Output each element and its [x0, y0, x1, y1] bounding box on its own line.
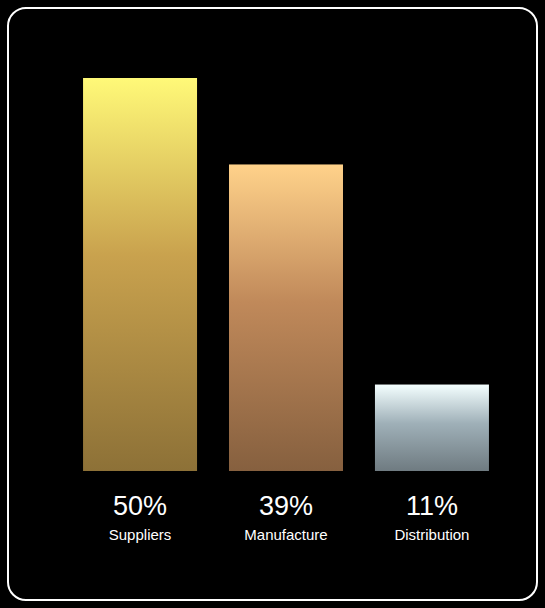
background: [0, 0, 545, 608]
category-label: Manufacture: [244, 526, 327, 543]
frame: [8, 8, 537, 600]
category-label: Suppliers: [109, 526, 172, 543]
bar: [83, 78, 197, 471]
data-label: 39%: [259, 491, 313, 521]
data-label: 11%: [406, 491, 458, 521]
category-label: Distribution: [394, 526, 469, 543]
chart: 50% 39% 11% Suppliers Manufacture Distributio…: [0, 0, 545, 608]
bar: [229, 164, 343, 471]
data-label: 50%: [113, 491, 167, 521]
bar: [375, 385, 489, 471]
plot-area: [83, 78, 489, 471]
